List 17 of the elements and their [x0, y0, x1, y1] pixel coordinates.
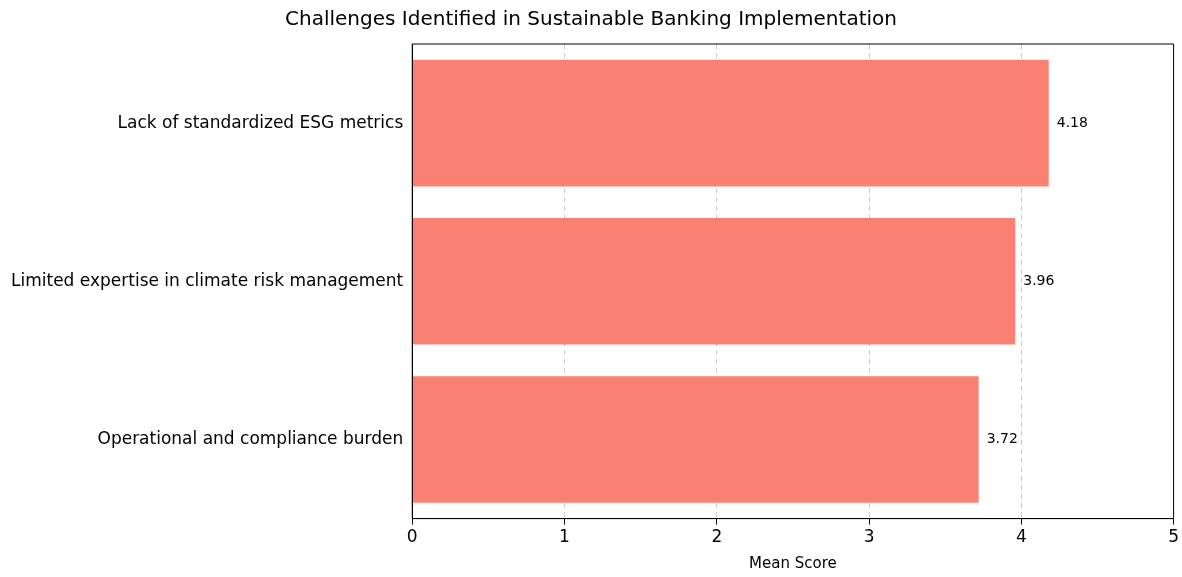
y-tick-label: Lack of standardized ESG metrics — [117, 111, 404, 132]
x-tick-label: 4 — [1015, 526, 1027, 547]
y-tick-label: Limited expertise in climate risk management — [11, 269, 404, 290]
x-axis-title: Mean Score — [749, 553, 837, 572]
x-tick-label: 2 — [711, 526, 723, 547]
bar — [412, 218, 1016, 345]
y-tick-label: Operational and compliance burden — [97, 427, 404, 448]
chart-title: Challenges Identified in Sustainable Banking Implementation — [285, 6, 897, 31]
data-label: 4.18 — [1056, 113, 1088, 130]
bar — [412, 376, 979, 503]
x-tick-label: 1 — [559, 526, 570, 547]
data-label: 3.96 — [1023, 271, 1055, 288]
bar — [412, 59, 1049, 187]
x-tick-label: 5 — [1168, 526, 1180, 547]
data-label: 3.72 — [986, 430, 1018, 447]
x-tick-label: 0 — [406, 526, 418, 547]
x-tick-label: 3 — [863, 526, 875, 547]
